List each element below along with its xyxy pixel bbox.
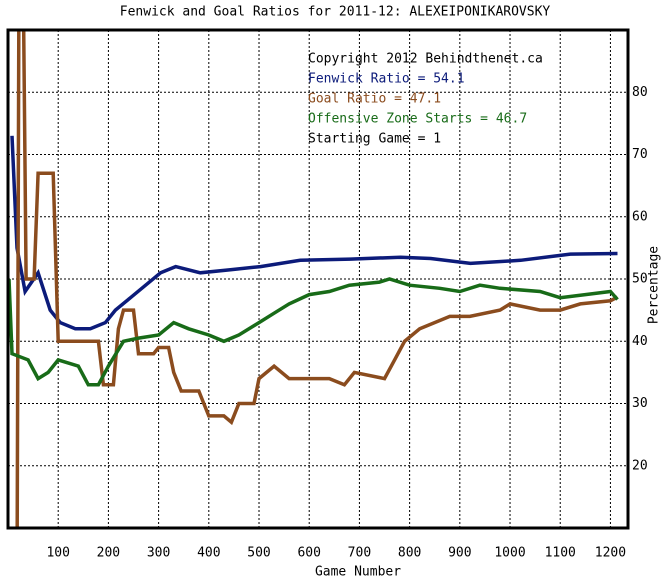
series-line bbox=[8, 277, 619, 387]
annotation: Goal Ratio = 47.1 bbox=[308, 92, 441, 107]
x-tick-label: 1000 bbox=[494, 546, 525, 561]
y-tick-label: 60 bbox=[632, 209, 648, 224]
y-tick-label: 80 bbox=[632, 85, 648, 100]
series-line bbox=[15, 30, 619, 528]
y-tick-label: 50 bbox=[632, 272, 648, 287]
x-tick-label: 1100 bbox=[545, 546, 576, 561]
x-tick-label: 900 bbox=[448, 546, 471, 561]
y-tick-label: 40 bbox=[632, 334, 648, 349]
series-line bbox=[10, 135, 618, 331]
grid bbox=[8, 30, 628, 528]
x-tick-label: 700 bbox=[348, 546, 371, 561]
x-tick-label: 100 bbox=[46, 546, 69, 561]
plot-lines bbox=[8, 30, 619, 528]
x-axis-label: Game Number bbox=[315, 565, 401, 580]
x-tick-label: 500 bbox=[247, 546, 270, 561]
y-tick-label: 20 bbox=[632, 458, 648, 473]
x-tick-label: 600 bbox=[297, 546, 320, 561]
y-tick-label: 30 bbox=[632, 396, 648, 411]
chart-title: Fenwick and Goal Ratios for 2011-12: ALE… bbox=[120, 5, 551, 20]
x-tick-label: 800 bbox=[398, 546, 421, 561]
annotation: Copyright 2012 Behindthenet.ca bbox=[308, 52, 543, 67]
plot-frame bbox=[6, 28, 630, 530]
x-tick-label: 300 bbox=[147, 546, 170, 561]
annotation: Offensive Zone Starts = 46.7 bbox=[308, 112, 527, 127]
y-tick-label: 70 bbox=[632, 147, 648, 162]
x-tick-label: 1200 bbox=[595, 546, 626, 561]
y-axis-label: Percentage bbox=[647, 246, 662, 324]
annotation: Starting Game = 1 bbox=[308, 132, 441, 147]
x-tick-label: 200 bbox=[97, 546, 120, 561]
annotation: Fenwick Ratio = 54.1 bbox=[308, 72, 465, 87]
x-tick-label: 400 bbox=[197, 546, 220, 561]
